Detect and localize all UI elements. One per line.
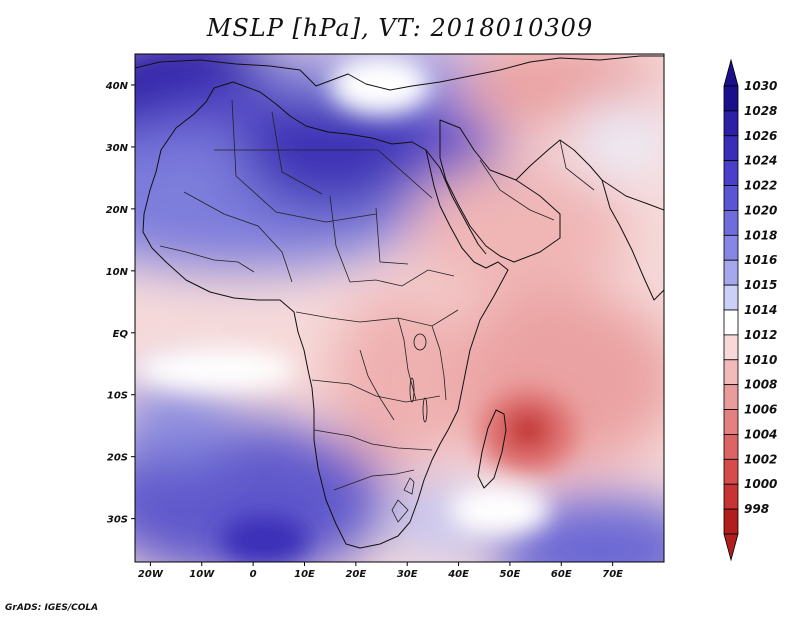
arabia-coastline xyxy=(439,119,561,263)
colorbar-swatch xyxy=(723,458,739,485)
lon-tick-label: 60E xyxy=(551,569,572,580)
lat-tick-label: 10S xyxy=(107,391,128,402)
lon-tick-label: 20W xyxy=(138,569,164,580)
colorbar-label: 1024 xyxy=(744,154,777,168)
lon-tick-label: 10W xyxy=(189,569,215,580)
colorbar-swatch xyxy=(723,309,739,336)
colorbar-label: 1004 xyxy=(744,427,777,441)
colorbar-label: 1018 xyxy=(744,228,777,242)
europe-coastline xyxy=(135,55,664,91)
lat-tick-label: EQ xyxy=(113,329,129,340)
colorbar-label: 1014 xyxy=(744,303,777,317)
country-borders xyxy=(159,99,595,523)
colorbar-swatch xyxy=(723,434,739,460)
colorbar-swatch xyxy=(723,508,739,535)
colorbar-swatch xyxy=(723,85,739,112)
map-title: MSLP [hPa], VT: 2018010309 xyxy=(206,14,594,42)
colorbar-swatch xyxy=(723,359,739,386)
colorbar-label: 1030 xyxy=(744,79,777,93)
grads-credit: GrADS: IGES/COLA xyxy=(5,603,99,613)
lon-tick-label: 70E xyxy=(602,569,623,580)
lon-tick-label: 10E xyxy=(294,569,315,580)
colorbar-swatch xyxy=(723,384,739,410)
colorbar-label: 1000 xyxy=(744,477,777,491)
colorbar-label: 1022 xyxy=(744,179,777,193)
lat-tick-label: 40N xyxy=(105,81,129,92)
lon-tick-label: 0 xyxy=(250,569,257,580)
colorbar-swatch xyxy=(723,284,739,311)
lat-tick-label: 30N xyxy=(106,143,129,154)
lon-tick-label: 40E xyxy=(447,569,469,580)
axis-ticks: 20W 10W 0 10E 20E 30E 40E 50E 60E 70E 40N 30N 20N 10N… xyxy=(105,81,623,580)
colorbar-label: 998 xyxy=(744,502,769,516)
lon-tick-label: 20E xyxy=(345,569,366,580)
coastlines xyxy=(135,55,664,549)
colorbar-label: 1002 xyxy=(744,452,777,466)
colorbar-max-arrow xyxy=(723,58,739,87)
colorbar-label: 1012 xyxy=(744,328,777,342)
south-atlantic-core xyxy=(220,515,310,562)
colorbar-label: 1028 xyxy=(744,104,777,118)
colorbar-swatch xyxy=(723,110,739,137)
lat-tick-label: 20N xyxy=(106,205,129,216)
colorbar-swatch xyxy=(723,210,739,236)
colorbar-swatch xyxy=(723,483,739,510)
lon-tick-label: 30E xyxy=(397,569,418,580)
arabia-low xyxy=(410,160,630,300)
pressure-field xyxy=(135,54,664,562)
plot-frame xyxy=(134,53,665,563)
colorbar: 1030 1028 1026 1024 1022 1020 1018 1016 1015 1014… xyxy=(723,58,777,562)
colorbar-label: 1026 xyxy=(744,129,777,143)
aegean-low xyxy=(330,55,430,115)
colorbar-swatch xyxy=(723,259,739,286)
colorbar-swatch xyxy=(723,160,739,186)
colorbar-swatch xyxy=(723,334,739,361)
colorbar-label: 1006 xyxy=(744,403,777,417)
lat-tick-label: 10N xyxy=(106,267,129,278)
lat-tick-label: 20S xyxy=(107,453,128,464)
colorbar-swatch xyxy=(723,409,739,435)
lon-tick-label: 50E xyxy=(500,569,521,580)
cyclone-core xyxy=(506,410,550,450)
colorbar-swatch xyxy=(723,185,739,211)
colorbar-label: 1010 xyxy=(744,353,777,367)
india-coastline xyxy=(601,179,664,301)
lat-tick-label: 30S xyxy=(107,515,128,526)
central-africa-trough xyxy=(330,290,470,470)
colorbar-label: 1015 xyxy=(744,278,777,292)
colorbar-label: 1016 xyxy=(744,253,777,267)
gulf-of-guinea-band xyxy=(135,348,295,392)
colorbar-min-arrow xyxy=(723,533,739,562)
himalaya-patch xyxy=(570,100,664,180)
colorbar-swatch xyxy=(723,234,739,261)
south-atlantic-ridge xyxy=(135,380,235,460)
africa-coastline xyxy=(142,81,509,549)
red-sea-coastline xyxy=(425,149,487,255)
lakes xyxy=(409,333,428,423)
madagascar-coastline xyxy=(477,409,507,489)
colorbar-label: 1008 xyxy=(744,378,777,392)
colorbar-label: 1020 xyxy=(744,203,777,217)
mozambique-col xyxy=(450,485,550,535)
colorbar-swatch xyxy=(723,135,739,162)
